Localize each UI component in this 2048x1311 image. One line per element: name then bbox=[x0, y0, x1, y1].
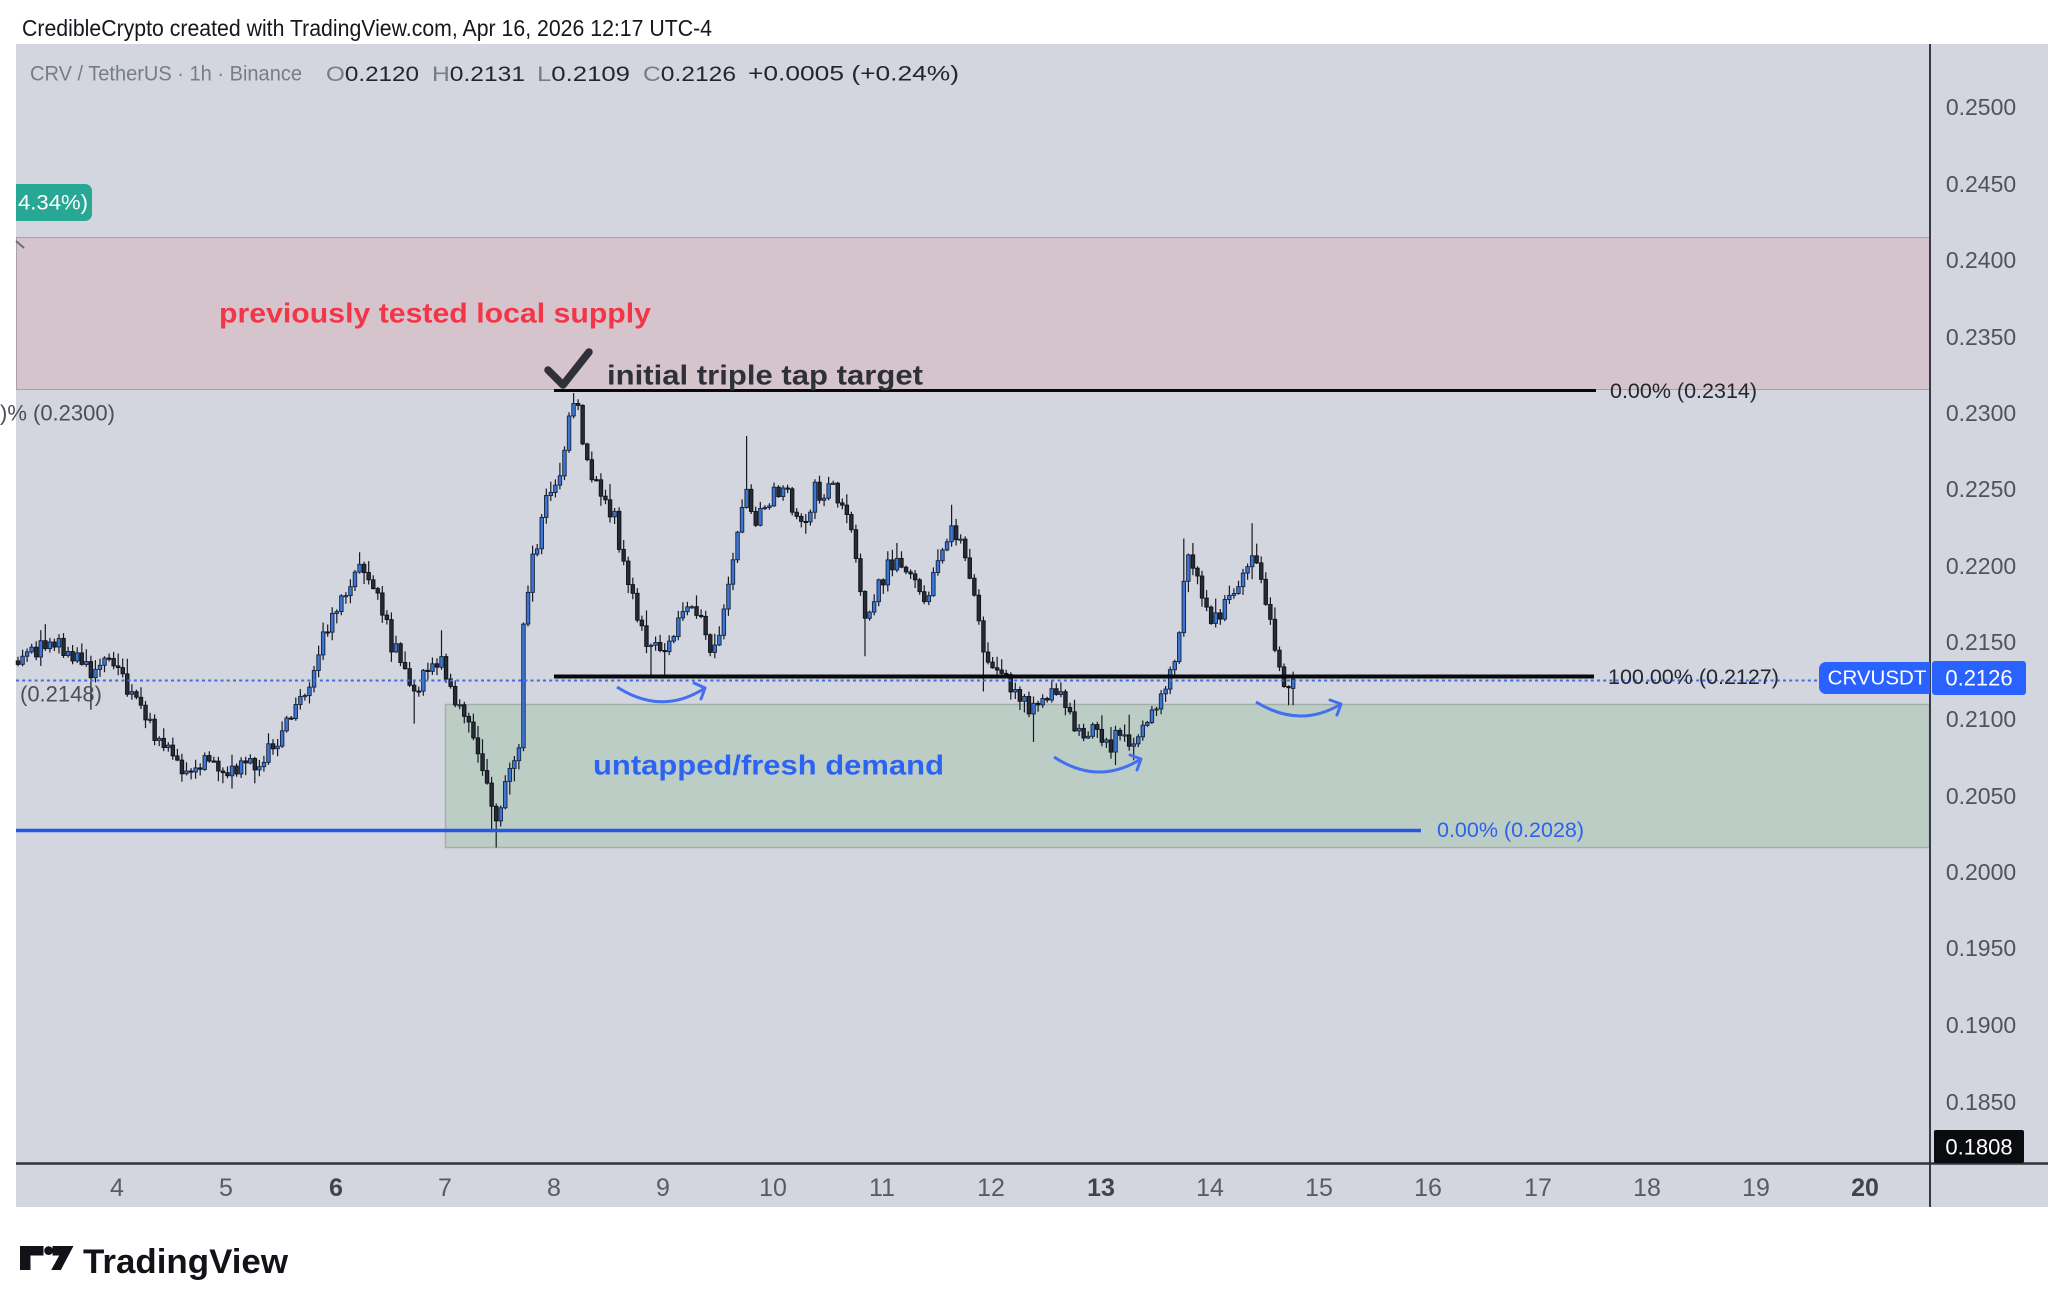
svg-text:4.34%): 4.34%) bbox=[18, 192, 88, 215]
svg-text:0.2100: 0.2100 bbox=[1946, 706, 2016, 732]
svg-text:0.2150: 0.2150 bbox=[1946, 629, 2016, 655]
svg-text:CRV / TetherUS · 1h · Binance: CRV / TetherUS · 1h · Binance bbox=[30, 63, 302, 86]
svg-text:0.2300: 0.2300 bbox=[1946, 400, 2016, 426]
svg-text:8: 8 bbox=[547, 1174, 561, 1202]
svg-text:0.2500: 0.2500 bbox=[1946, 94, 2016, 120]
svg-text:12: 12 bbox=[977, 1174, 1005, 1202]
svg-text:0.1850: 0.1850 bbox=[1946, 1089, 2016, 1115]
svg-text:7: 7 bbox=[438, 1174, 452, 1202]
svg-text:TradingView: TradingView bbox=[83, 1243, 289, 1281]
svg-text:)% (0.2300): )% (0.2300) bbox=[0, 401, 115, 426]
svg-text:0.2350: 0.2350 bbox=[1946, 324, 2016, 350]
svg-text:C0.2126: C 0.2126 bbox=[643, 63, 736, 86]
svg-text:CredibleCrypto created with Tr: CredibleCrypto created with TradingView.… bbox=[22, 15, 712, 41]
svg-text:18: 18 bbox=[1633, 1174, 1661, 1202]
svg-text:0.1808: 0.1808 bbox=[1945, 1135, 2012, 1160]
svg-text:6: 6 bbox=[329, 1174, 343, 1202]
svg-text:CRVUSDT: CRVUSDT bbox=[1828, 667, 1927, 690]
svg-text:16: 16 bbox=[1414, 1174, 1442, 1202]
svg-text:L0.2109: L 0.2109 bbox=[537, 63, 630, 86]
svg-text:0.2200: 0.2200 bbox=[1946, 553, 2016, 579]
svg-text:19: 19 bbox=[1742, 1174, 1770, 1202]
svg-text:untapped/fresh demand: untapped/fresh demand bbox=[593, 750, 944, 781]
svg-text:O0.2120: O 0.2120 bbox=[326, 63, 419, 86]
svg-text:0.1950: 0.1950 bbox=[1946, 935, 2016, 961]
svg-text:0.2000: 0.2000 bbox=[1946, 859, 2016, 885]
svg-text:+0.0005 (+0.24%): +0.0005 (+0.24%) bbox=[748, 63, 959, 86]
svg-text:17: 17 bbox=[1524, 1174, 1552, 1202]
svg-text:H0.2131: H 0.2131 bbox=[432, 63, 525, 86]
svg-text:13: 13 bbox=[1087, 1174, 1115, 1202]
svg-text:(0.2148): (0.2148) bbox=[20, 682, 102, 707]
svg-text:0.1900: 0.1900 bbox=[1946, 1012, 2016, 1038]
svg-text:0.00% (0.2028): 0.00% (0.2028) bbox=[1437, 818, 1584, 842]
svg-text:0.2400: 0.2400 bbox=[1946, 247, 2016, 273]
svg-text:0.2126: 0.2126 bbox=[1945, 666, 2012, 691]
svg-text:15: 15 bbox=[1305, 1174, 1333, 1202]
svg-text:20: 20 bbox=[1851, 1174, 1879, 1202]
svg-text:0.2250: 0.2250 bbox=[1946, 476, 2016, 502]
svg-text:4: 4 bbox=[110, 1174, 124, 1202]
svg-text:0.00% (0.2314): 0.00% (0.2314) bbox=[1610, 379, 1757, 403]
svg-text:5: 5 bbox=[219, 1174, 233, 1202]
svg-text:0.2050: 0.2050 bbox=[1946, 783, 2016, 809]
svg-text:14: 14 bbox=[1196, 1174, 1224, 1202]
svg-text:100.00% (0.2127): 100.00% (0.2127) bbox=[1608, 665, 1779, 689]
svg-text:0.2450: 0.2450 bbox=[1946, 171, 2016, 197]
svg-text:9: 9 bbox=[656, 1174, 670, 1202]
svg-text:11: 11 bbox=[869, 1174, 895, 1202]
svg-text:previously tested local supply: previously tested local supply bbox=[219, 298, 651, 329]
svg-text:10: 10 bbox=[759, 1174, 787, 1202]
svg-text:initial triple tap target: initial triple tap target bbox=[607, 360, 923, 391]
